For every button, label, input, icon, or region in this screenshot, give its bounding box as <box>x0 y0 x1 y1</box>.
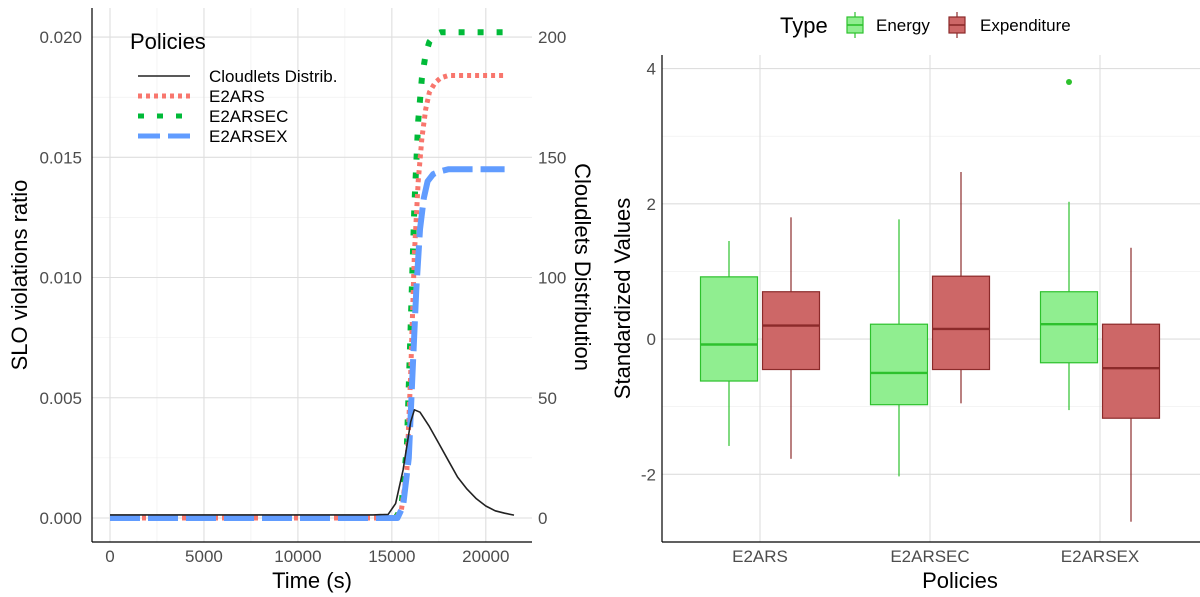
box-iqr <box>869 323 929 406</box>
line-chart-ticks: 0.000 0.005 0.010 0.015 0.020 0 5000 10000 15000… <box>39 28 566 566</box>
box-chart-legend: Type Energy Expenditure <box>780 12 1071 38</box>
x-tick-label: E2ARSEC <box>890 547 969 566</box>
outlier-point <box>1066 79 1072 86</box>
x-tick-label: E2ARS <box>732 547 788 566</box>
y-tick-label: 0.010 <box>39 269 82 288</box>
box-iqr <box>699 276 759 382</box>
box-energy-e2arsex <box>1039 79 1099 411</box>
box-iqr <box>1039 291 1099 364</box>
y2-tick-label: 100 <box>538 269 566 288</box>
line-chart-y2-axis-title: Cloudlets Distribution <box>570 163 595 371</box>
y2-tick-label: 0 <box>538 509 547 528</box>
legend-label: Expenditure <box>980 16 1071 35</box>
y-tick-label: 0.000 <box>39 509 82 528</box>
legend-label: E2ARSEX <box>209 127 287 146</box>
x-tick-label: 5000 <box>185 547 223 566</box>
box-chart-x-axis-title: Policies <box>922 568 998 593</box>
box-iqr <box>761 291 821 371</box>
series-line-cloudlets-distrib- <box>110 409 515 516</box>
box-chart-panel: -2 0 2 4 E2ARS E2ARSEC E2ARSEX Policies Standa… <box>610 12 1200 593</box>
x-tick-label: 10000 <box>274 547 321 566</box>
series-line-e2arsec <box>110 29 505 521</box>
y2-tick-label: 200 <box>538 28 566 47</box>
box-energy-e2arsec <box>869 219 929 477</box>
line-chart-grid <box>92 8 532 542</box>
box-iqr <box>931 275 991 371</box>
y-tick-label: 0 <box>647 330 656 349</box>
y-tick-label: 0.015 <box>39 148 82 167</box>
line-chart-y-axis-title: SLO violations ratio <box>7 180 32 371</box>
box-chart-ticks: -2 0 2 4 E2ARS E2ARSEC E2ARSEX <box>641 60 1139 566</box>
y-tick-label: 0.020 <box>39 28 82 47</box>
x-tick-label: E2ARSEX <box>1061 547 1139 566</box>
box-chart-boxes <box>699 79 1161 522</box>
line-chart-legend-title: Policies <box>130 29 206 54</box>
box-expenditure-e2arsec <box>931 172 991 404</box>
box-iqr <box>1101 323 1161 419</box>
box-energy-e2ars <box>699 241 759 446</box>
y2-tick-label: 50 <box>538 389 557 408</box>
series-line-e2arsex <box>110 166 505 521</box>
line-chart-x-axis-title: Time (s) <box>272 568 352 593</box>
line-chart-panel: 0.000 0.005 0.010 0.015 0.020 0 5000 10000 15000… <box>7 8 595 593</box>
y-tick-label: 4 <box>647 60 656 79</box>
line-chart-series <box>110 29 515 521</box>
series-line-e2ars <box>110 73 505 521</box>
legend-label: Cloudlets Distrib. <box>209 67 338 86</box>
line-chart-axes <box>91 8 532 543</box>
box-expenditure-e2ars <box>761 217 821 459</box>
legend-label: E2ARS <box>209 87 265 106</box>
legend-key-energy <box>846 12 864 38</box>
line-chart-legend: Policies Cloudlets Distrib.E2ARSE2ARSECE… <box>130 29 338 146</box>
box-chart-y-axis-title: Standardized Values <box>610 198 635 399</box>
y-tick-label: 2 <box>647 195 656 214</box>
y-tick-label: -2 <box>641 465 656 484</box>
y-tick-label: 0.005 <box>39 389 82 408</box>
box-chart-legend-title: Type <box>780 13 828 38</box>
x-tick-label: 15000 <box>368 547 415 566</box>
legend-key-expenditure <box>948 12 966 38</box>
box-chart-axes <box>661 55 1200 543</box>
legend-label: E2ARSEC <box>209 107 288 126</box>
box-expenditure-e2arsex <box>1101 247 1161 522</box>
y2-tick-label: 150 <box>538 148 566 167</box>
legend-label: Energy <box>876 16 930 35</box>
x-tick-label: 20000 <box>462 547 509 566</box>
x-tick-label: 0 <box>105 547 114 566</box>
